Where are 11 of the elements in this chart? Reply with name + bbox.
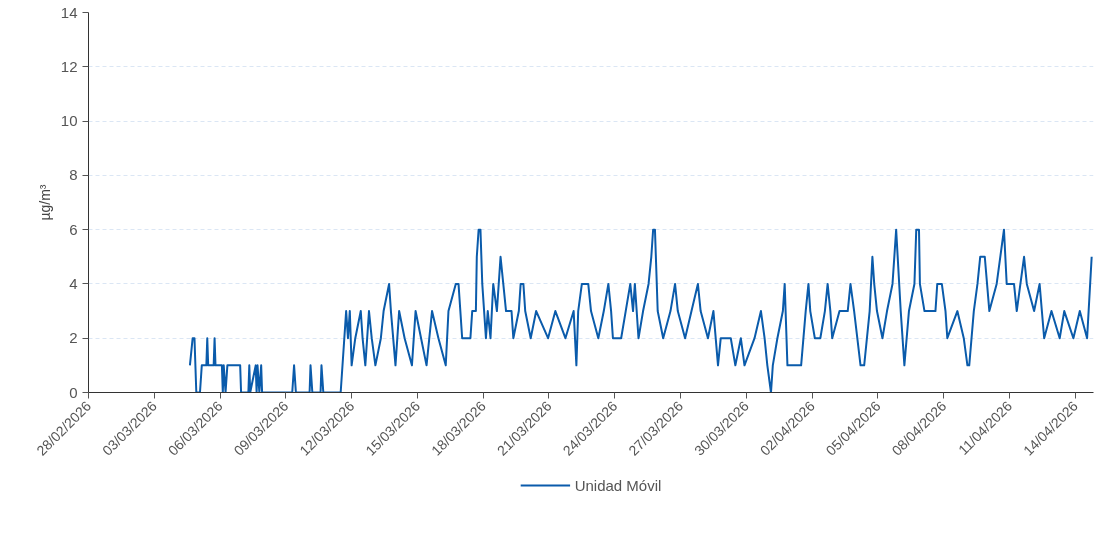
y-tick-label: 4 bbox=[69, 274, 78, 292]
line-series bbox=[188, 228, 1093, 393]
y-tick-label: 8 bbox=[69, 166, 78, 184]
y-tick-label: 2 bbox=[69, 329, 78, 347]
y-tick-label: 0 bbox=[69, 383, 78, 401]
y-tick-label: 10 bbox=[60, 112, 78, 130]
y-tick-label: 14 bbox=[60, 3, 78, 21]
legend-label: Unidad Móvil bbox=[574, 476, 662, 494]
y-axis-title: µg/m³ bbox=[36, 184, 53, 221]
y-tick-label: 6 bbox=[69, 220, 78, 238]
y-tick-label: 12 bbox=[60, 57, 78, 75]
